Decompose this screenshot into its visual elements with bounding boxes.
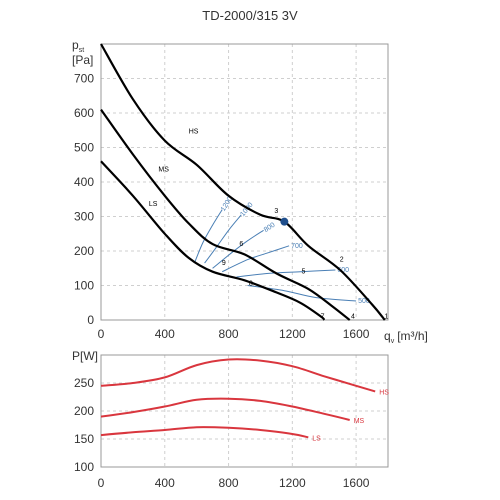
top-x-tick-label: 1200 [279, 327, 306, 341]
top-panel-grid [100, 44, 388, 321]
bottom-y-tick-label: 250 [74, 376, 94, 390]
top-y-axis-label-sub: st [79, 47, 85, 54]
fan-curve-label: MS [158, 167, 169, 174]
system-curve-1000 [204, 214, 242, 264]
point-label: 4 [351, 313, 355, 320]
top-y-axis-label-main: p [72, 38, 79, 52]
point-label: 5 [302, 268, 306, 275]
bottom-x-tick-label: 400 [155, 476, 175, 490]
point-label: 1 [384, 313, 388, 320]
power-curve-label: MS [354, 418, 365, 425]
top-x-tick-label: 0 [98, 327, 105, 341]
top-y-tick-label: 700 [74, 72, 94, 86]
point-label: 6 [239, 241, 243, 248]
bottom-y-tick-label: 200 [74, 404, 94, 418]
system-curve-800 [212, 229, 264, 269]
top-y-tick-label: 600 [74, 106, 94, 120]
bottom-x-tick-label: 0 [98, 476, 105, 490]
system-curve-1200 [194, 209, 223, 262]
bottom-y-axis-label: P[W] [72, 349, 98, 363]
system-curve-label: 700 [291, 243, 303, 250]
system-curve-600 [236, 269, 336, 278]
point-label: 8 [249, 281, 253, 288]
top-x-axis-label-unit: [m³/h] [397, 329, 428, 343]
fan-curve-label: LS [149, 201, 158, 208]
top-x-axis-label: qv [m³/h] [384, 329, 428, 345]
fan-curve-ms [100, 108, 351, 321]
system-curve-label: 600 [337, 267, 349, 274]
point-label: 2 [340, 256, 344, 263]
top-y-tick-label: 400 [74, 175, 94, 189]
top-plot-frame [100, 43, 389, 321]
bottom-y-tick-label: 150 [74, 432, 94, 446]
bottom-x-tick-label: 800 [219, 476, 239, 490]
system-curve-label: 500 [358, 298, 370, 305]
top-y-tick-label: 200 [74, 244, 94, 258]
top-y-tick-label: 100 [74, 279, 94, 293]
point-label: 7 [321, 313, 325, 320]
top-x-tick-label: 800 [219, 327, 239, 341]
bottom-y-tick-label: 100 [74, 460, 94, 474]
power-curve-ms [100, 397, 350, 421]
power-curve-ls [100, 426, 309, 439]
bottom-x-tick-label: 1200 [279, 476, 306, 490]
power-curve-hs [100, 358, 376, 393]
top-x-tick-label: 400 [155, 327, 175, 341]
top-y-tick-label: 300 [74, 210, 94, 224]
system-curve-700 [221, 245, 290, 273]
fan-curve-label: HS [189, 129, 199, 136]
power-curve-label: LS [312, 435, 321, 442]
chart-title: TD-2000/315 3V [202, 8, 298, 23]
top-x-axis-label-main: q [384, 329, 391, 343]
bottom-plot-frame [100, 354, 389, 468]
point-label: 9 [222, 260, 226, 267]
fan-curve-ls [100, 160, 326, 321]
top-x-tick-label: 1600 [343, 327, 370, 341]
fan-curve-hs [100, 43, 386, 321]
top-y-axis-label: pst [72, 38, 84, 54]
bottom-x-tick-label: 1600 [343, 476, 370, 490]
point-label: 3 [274, 208, 278, 215]
top-y-tick-label: 500 [74, 141, 94, 155]
system-curve-label: 800 [263, 222, 277, 234]
top-x-axis-label-sub: v [391, 338, 395, 345]
top-y-tick-label: 0 [87, 313, 94, 327]
power-curve-label: HS [379, 389, 389, 396]
top-y-axis-unit: [Pa] [72, 53, 93, 67]
operating-point-marker [280, 217, 289, 226]
